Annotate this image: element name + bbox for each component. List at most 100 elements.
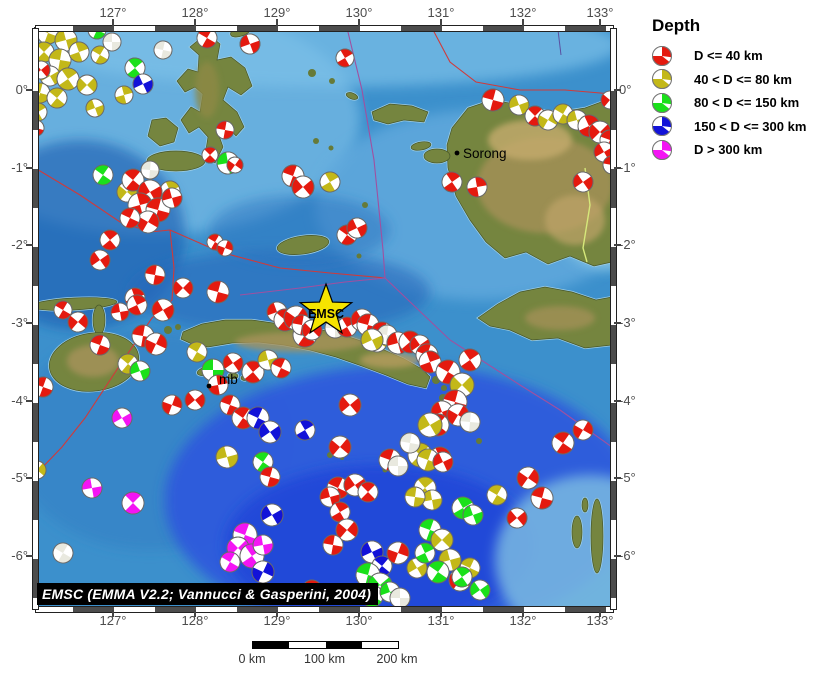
axis-tick xyxy=(614,322,621,324)
focal-mechanism-beachball xyxy=(110,302,130,322)
scale-segment xyxy=(289,642,326,648)
focal-mechanism-beachball xyxy=(111,407,133,429)
legend-beachball-icon xyxy=(652,92,672,113)
focal-mechanism-beachball xyxy=(335,48,355,68)
scale-segment xyxy=(361,642,398,648)
map-canvas: EMSC Sorong mb xyxy=(34,27,613,609)
island xyxy=(423,148,451,164)
axis-tick xyxy=(26,477,33,479)
legend-items: D <= 40 km 40 < D <= 80 km 80 < D <= 150 k… xyxy=(650,44,813,162)
epicenter-label: EMSC xyxy=(308,307,344,321)
axis-label-lon-top: 132° xyxy=(509,5,537,20)
islet xyxy=(441,385,447,391)
focal-mechanism-beachball xyxy=(426,560,450,584)
boundary-line xyxy=(346,28,386,279)
focal-mechanism-beachball xyxy=(572,419,594,441)
axis-label-lat-right: -3° xyxy=(619,315,636,330)
island xyxy=(92,304,106,336)
axis-label-lat-right: -2° xyxy=(619,237,636,252)
focal-mechanism-beachball xyxy=(161,187,183,209)
focal-mechanism-beachball xyxy=(76,74,98,96)
focal-mechanism-beachball xyxy=(270,357,292,379)
axis-label-lon-top: 128° xyxy=(181,5,209,20)
islet xyxy=(362,202,368,208)
focal-mechanism-beachball xyxy=(258,420,282,444)
island xyxy=(571,515,583,549)
legend-item-label: 80 < D <= 150 km xyxy=(694,95,800,111)
axis-label-lat-left: -2° xyxy=(11,237,28,252)
focal-mechanism-beachball xyxy=(121,168,145,192)
focal-mechanism-beachball xyxy=(417,412,443,438)
focal-mechanism-beachball xyxy=(404,486,426,508)
focal-mechanism-beachball xyxy=(386,541,410,565)
focal-mechanism-beachball xyxy=(294,419,316,441)
axis-tick xyxy=(599,19,601,26)
axis-label-lon-top: 131° xyxy=(427,5,455,20)
focal-mechanism-beachball xyxy=(506,507,528,529)
focal-mechanism-beachball xyxy=(52,542,74,564)
axis-tick xyxy=(112,610,114,617)
islet xyxy=(328,145,334,151)
focal-mechanism-beachball xyxy=(53,300,73,320)
axis-label-lon-bottom: 127° xyxy=(99,613,127,628)
axis-label-lat-left: -5° xyxy=(11,470,28,485)
axis-label-lon-bottom: 129° xyxy=(263,613,291,628)
focal-mechanism-beachball xyxy=(291,175,315,199)
focal-mechanism-beachball xyxy=(132,73,154,95)
focal-mechanism-beachball xyxy=(206,280,230,304)
focal-mechanism-beachball xyxy=(486,484,508,506)
axis-label-lat-left: 0° xyxy=(15,82,28,97)
islet xyxy=(164,326,172,334)
map-image: EMSC Sorong mb xyxy=(35,28,612,608)
focal-mechanism-beachball xyxy=(508,94,530,116)
focal-mechanism-beachball xyxy=(516,466,540,490)
axis-label-lon-top: 130° xyxy=(345,5,373,20)
focal-mechanism-beachball xyxy=(67,311,89,333)
legend-title: Depth xyxy=(652,16,701,35)
islet xyxy=(329,78,335,84)
focal-mechanism-beachball xyxy=(260,503,284,527)
focal-mechanism-beachball xyxy=(186,341,208,363)
boundary-line xyxy=(239,277,612,448)
focal-mechanism-beachball xyxy=(389,587,411,608)
legend-item: 150 < D <= 300 km xyxy=(650,115,813,139)
focal-mechanism-beachball xyxy=(99,229,121,251)
islet xyxy=(308,69,316,77)
focal-mechanism-beachball xyxy=(481,88,505,112)
focal-mechanism-beachball xyxy=(68,41,90,63)
focal-mechanism-beachball xyxy=(114,85,134,105)
focal-mechanism-beachball xyxy=(56,67,80,91)
focal-mechanism-beachball xyxy=(153,40,173,60)
focal-mechanism-beachball xyxy=(119,207,141,229)
focal-mechanism-beachball xyxy=(215,120,235,140)
focal-mechanism-beachball xyxy=(399,432,421,454)
axis-tick xyxy=(26,555,33,557)
legend-item-label: 40 < D <= 80 km xyxy=(694,71,792,87)
map-frame-bottom xyxy=(35,606,614,613)
scale-segment xyxy=(325,642,362,648)
scale-bar-label: 200 km xyxy=(376,652,418,666)
focal-mechanism-beachball xyxy=(216,239,234,257)
focal-mechanism-beachball xyxy=(328,435,352,459)
axis-tick xyxy=(614,400,621,402)
focal-mechanism-beachball xyxy=(319,171,341,193)
legend-beachball-icon xyxy=(652,69,672,90)
focal-mechanism-beachball xyxy=(459,411,481,433)
focal-mechanism-beachball xyxy=(140,160,160,180)
city-dot xyxy=(206,383,212,389)
scale-bar-label: 0 km xyxy=(238,652,266,666)
focal-mechanism-beachball xyxy=(215,445,239,469)
legend-beachball-icon xyxy=(652,139,672,160)
islet xyxy=(476,438,482,444)
focal-mechanism-beachball xyxy=(129,360,151,382)
legend-item-label: D <= 40 km xyxy=(694,48,763,64)
map-frame-right xyxy=(610,28,617,610)
focal-mechanism-beachball xyxy=(172,277,194,299)
axis-tick xyxy=(276,610,278,617)
focal-mechanism-beachball xyxy=(462,504,484,526)
axis-tick xyxy=(26,322,33,324)
focal-mechanism-beachball xyxy=(458,348,482,372)
legend-item: 40 < D <= 80 km xyxy=(650,68,813,92)
axis-label-lat-right: -1° xyxy=(619,160,636,175)
axis-tick xyxy=(614,89,621,91)
